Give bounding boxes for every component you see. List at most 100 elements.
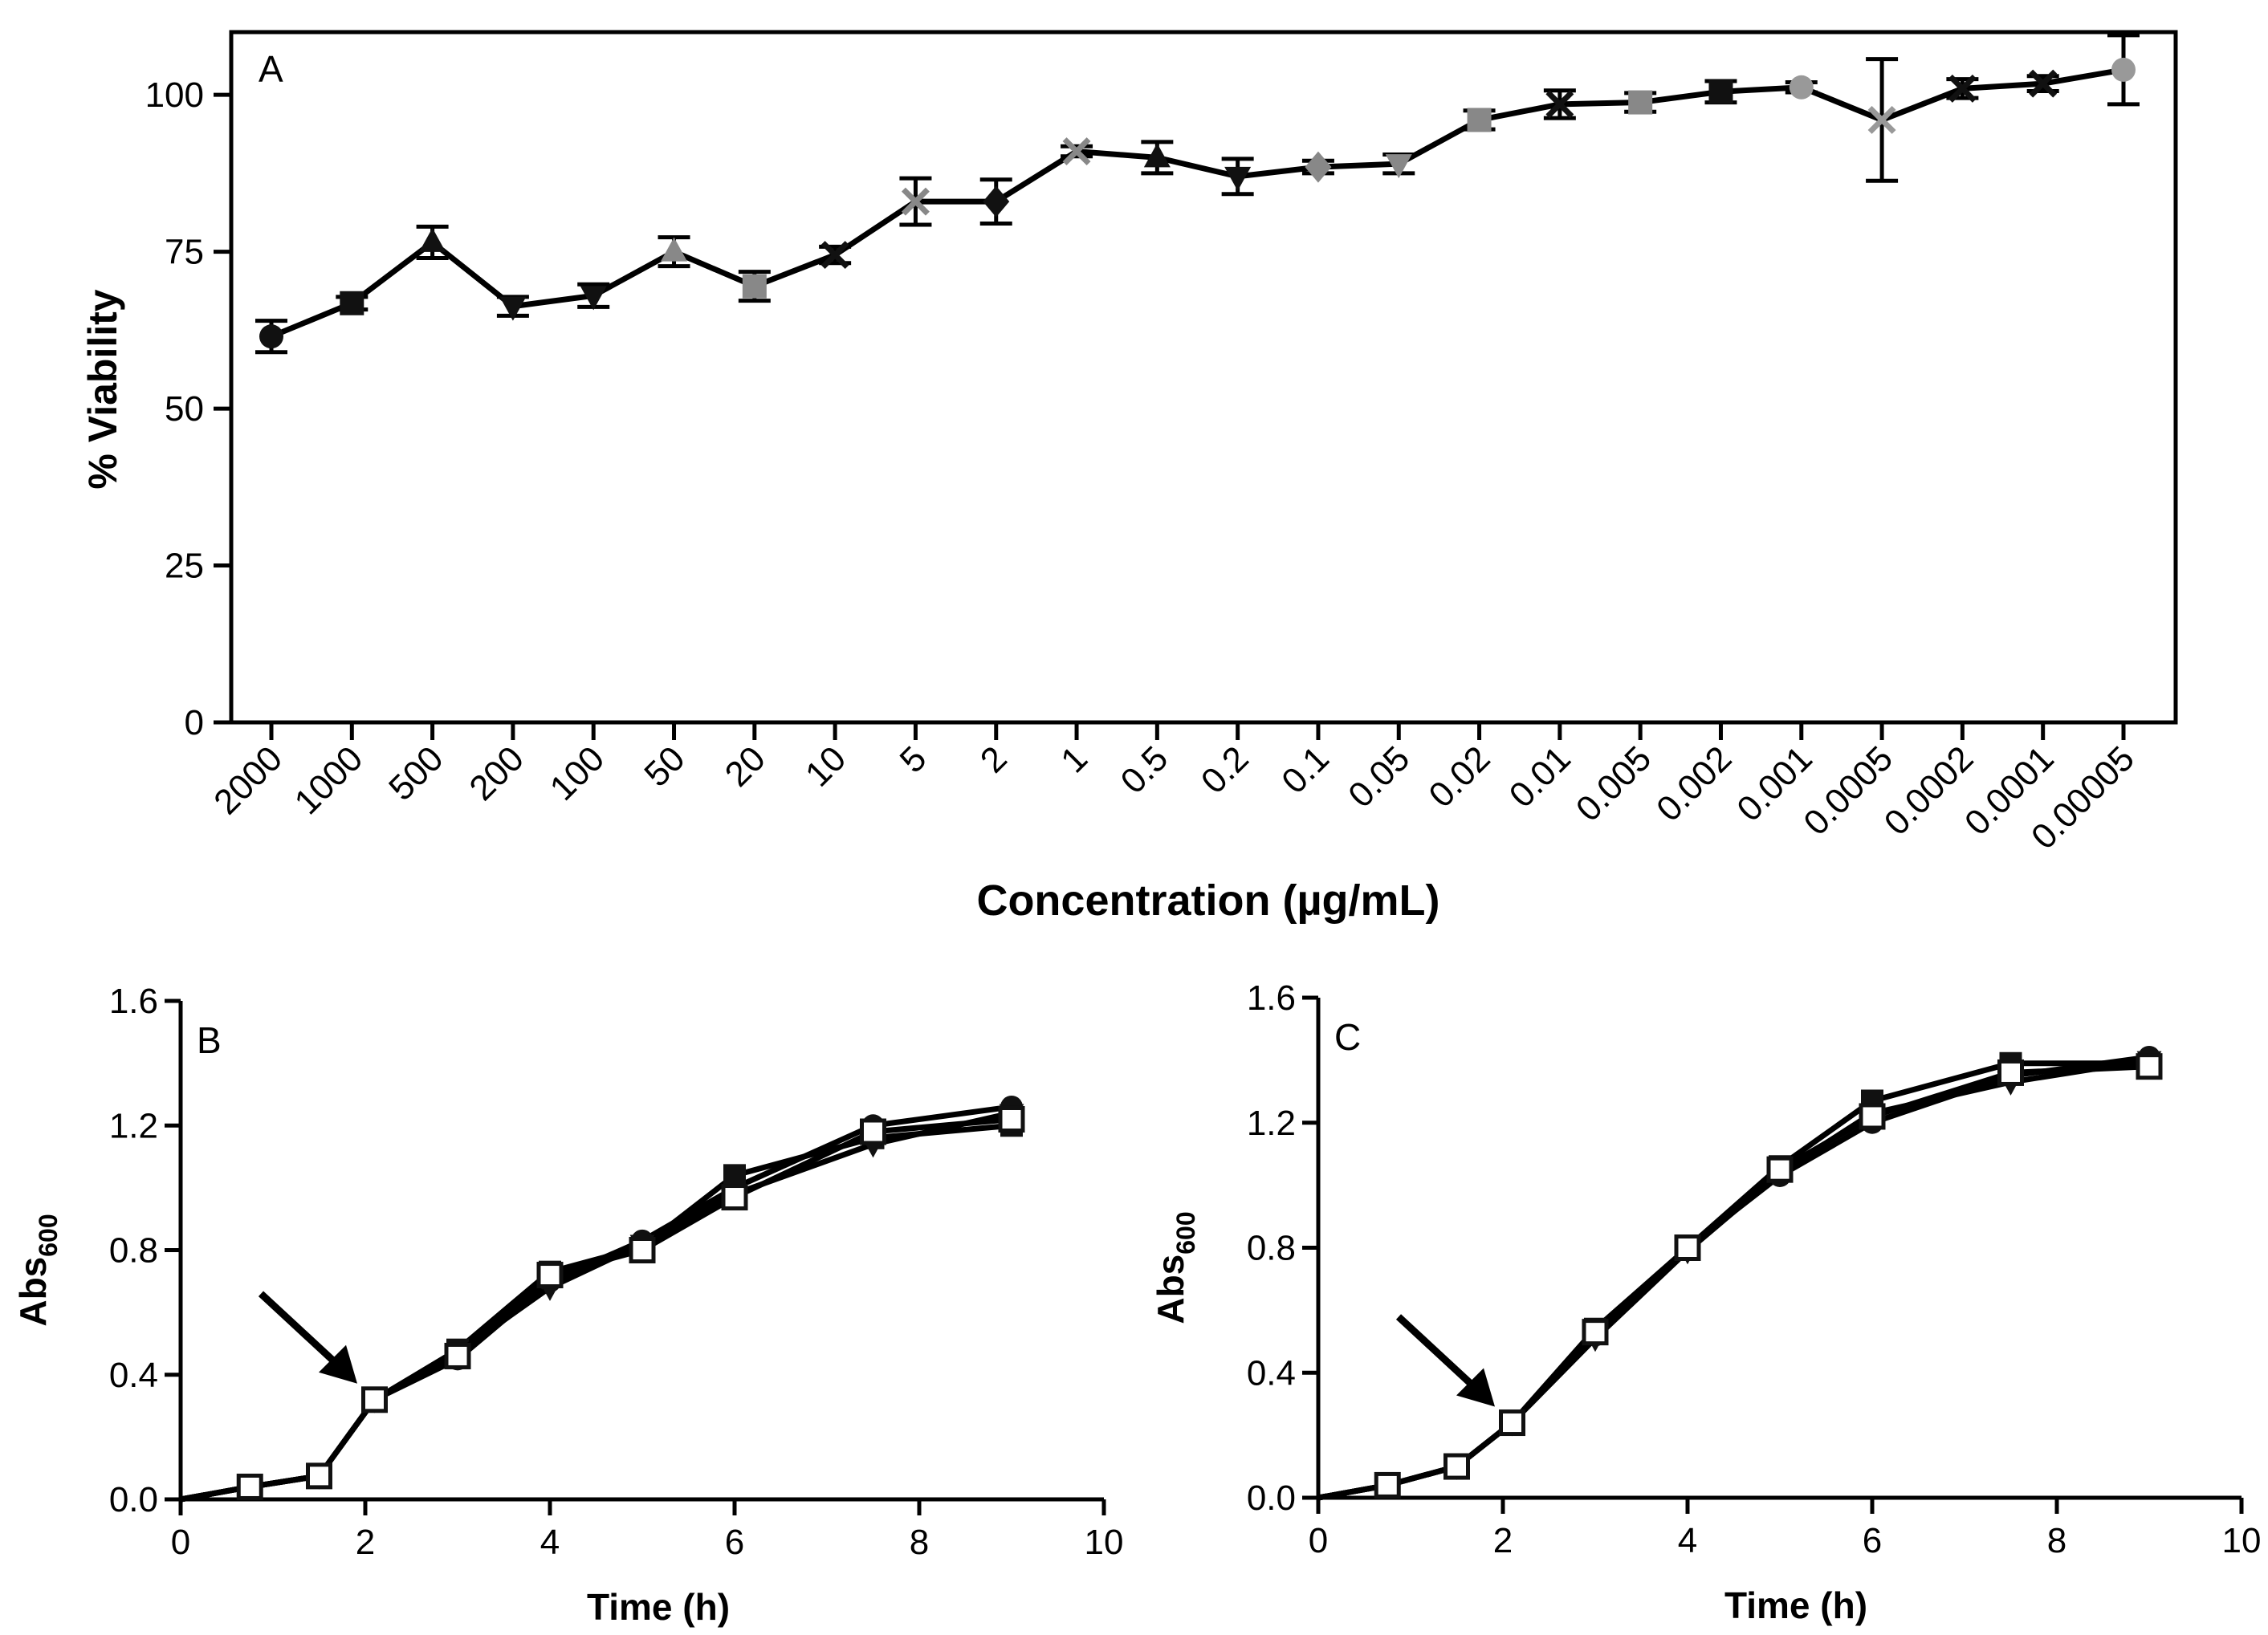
panel-a-data-point [1062, 137, 1091, 166]
panel-b-y-tick-label: 0.0 [109, 1480, 158, 1519]
panel-c-data-point [1766, 1156, 1794, 1183]
panel-c-series-line [1317, 1057, 2150, 1501]
panel-c-data-point [2136, 1053, 2163, 1080]
panel-c-x-tick-label: 4 [1678, 1521, 1697, 1560]
panel-b-data-point [860, 1118, 886, 1145]
panel-c-data-point [1443, 1453, 1470, 1480]
panel-a-y-tick-label: 75 [165, 233, 204, 272]
panel-a-x-tick-label: 5 [893, 738, 934, 780]
panel-a-label: A [259, 48, 283, 90]
panel-c-data-point [1582, 1319, 1609, 1346]
panel-a-x-tick-label: 2 [973, 738, 1015, 780]
panel-b-data-point [723, 1164, 746, 1187]
panel-b-x-tick-label: 4 [540, 1523, 560, 1562]
panel-c-data-point [1674, 1234, 1701, 1261]
panel-a-data-point [1867, 105, 1896, 134]
panel-a-x-tick-label: 1000 [287, 738, 371, 822]
panel-a-x-tick-label: 0.0002 [1877, 738, 1981, 843]
panel-a-x-tick-label: 50 [637, 738, 692, 794]
panel-b-y-tick-label: 0.8 [109, 1231, 158, 1271]
panel-c-series-line [1317, 1054, 2150, 1501]
panel-c-x-tick-label: 10 [2222, 1521, 2262, 1560]
panel-a-data-point [901, 187, 930, 216]
panel-b-data-point [444, 1342, 471, 1369]
panel-a-y-tick-label: 50 [165, 389, 204, 429]
panel-a-y-tick-label: 100 [145, 75, 204, 115]
panel-c-y-tick-label: 1.6 [1247, 978, 1296, 1018]
panel-a-data-point [1708, 79, 1733, 104]
panel-c-series-line [1317, 1060, 2149, 1501]
panel-c-data-point [1859, 1103, 1886, 1130]
panel-a-data-point [340, 291, 364, 315]
panel-c-y-axis-title: Abs600 [1150, 1211, 1200, 1324]
panel-c-y-axis-title-subscript: 600 [1171, 1211, 1200, 1254]
panel-a-y-axis-title: % Viability [80, 289, 125, 489]
panel-a-series-line [270, 67, 2124, 340]
panel-b-x-tick-label: 6 [725, 1523, 744, 1562]
panel-a-x-tick-label: 0.2 [1194, 738, 1256, 801]
panel-b-data-point [236, 1473, 263, 1500]
panel-c-y-tick-label: 0.8 [1247, 1229, 1296, 1268]
panel-a-data-point [2029, 69, 2058, 98]
panel-c-y-tick-label: 0.4 [1247, 1353, 1296, 1393]
panel-b-y-tick-label: 1.6 [109, 982, 158, 1021]
panel-b-label: B [197, 1019, 222, 1061]
panel-b-y-axis-title-main: Abs [12, 1257, 54, 1327]
panel-a-x-tick-label: 0.5 [1114, 738, 1176, 801]
panel-a-x-tick-label: 1 [1053, 738, 1095, 780]
panel-a-x-tick-label: 0.05 [1341, 738, 1417, 815]
panel-b-data-point [629, 1237, 656, 1263]
panel-a-data-point [1385, 154, 1412, 179]
panel-c-x-tick-label: 2 [1493, 1521, 1513, 1560]
panel-a-data-point [580, 286, 607, 311]
panel-c-x-tick-label: 6 [1863, 1521, 1882, 1560]
panel-a-x-tick-label: 0.01 [1502, 738, 1578, 815]
panel-b-data-point [306, 1462, 332, 1490]
panel-c-arrow-head [1456, 1368, 1495, 1407]
panel-a-x-axis-title: Concentration (µg/mL) [976, 876, 1439, 925]
panel-a-x-tick-label: 500 [381, 738, 451, 808]
panel-b-series-line [180, 1104, 1012, 1503]
panel-c-label: C [1334, 1016, 1361, 1058]
panel-a-data-point [499, 296, 527, 321]
panel-a-x-tick-label: 20 [718, 738, 773, 794]
panel-b-data-point [361, 1386, 388, 1413]
panel-a-data-point [661, 237, 688, 262]
panel-a-x-tick-label: 10 [798, 738, 853, 794]
panel-a-data-point [419, 227, 446, 252]
panel-b-y-tick-label: 1.2 [109, 1106, 158, 1145]
panel-a-x-tick-label: 0.005 [1569, 738, 1659, 829]
panel-a-data-point [1305, 151, 1332, 183]
panel-a-data-point [1628, 90, 1653, 115]
panel-c-data-point [1997, 1059, 2024, 1086]
panel-a-data-point [2111, 57, 2136, 82]
panel-b-x-tick-label: 2 [356, 1523, 375, 1562]
panel-b-x-tick-label: 0 [171, 1523, 190, 1562]
panel-a-x-tick-label: 100 [543, 738, 613, 808]
panel-b-x-tick-label: 10 [1085, 1523, 1124, 1562]
panel-c-chart: C Time (h) Abs600 0.0 0.4 0.8 1.2 1.6 0 2 4 6 8 10 [1150, 978, 2261, 1626]
panel-b-y-axis-title: Abs600 [12, 1214, 63, 1326]
panel-a-x-tick-label: 0.0005 [1796, 738, 1900, 843]
panel-c-data-point [1374, 1471, 1401, 1499]
panel-a-data-point [1224, 166, 1252, 191]
panel-c-y-axis-title-main: Abs [1150, 1255, 1191, 1324]
panel-a-x-tick-label: 0.1 [1274, 738, 1337, 801]
panel-b-x-tick-label: 8 [910, 1523, 929, 1562]
panel-c-x-tick-label: 8 [2047, 1521, 2066, 1560]
panel-b-arrow-head [319, 1344, 357, 1384]
panel-b-series-line [180, 1116, 1012, 1503]
panel-a-data-point [983, 185, 1010, 218]
panel-a-plot-frame [229, 30, 2178, 725]
panel-a-data-point [259, 324, 283, 349]
panel-c-data-point [1499, 1409, 1525, 1437]
panel-a-x-tick-label: 2000 [206, 738, 290, 822]
panel-b-series-line [180, 1110, 1012, 1503]
panel-c-x-axis-title: Time (h) [1724, 1584, 1867, 1626]
panel-a-y-tick-label: 0 [185, 703, 204, 742]
panel-a-data-point [1545, 90, 1574, 119]
panel-a-data-point [1789, 75, 1814, 100]
panel-b-x-axis-title: Time (h) [587, 1586, 730, 1628]
panel-c-series-line [1317, 1064, 2150, 1501]
